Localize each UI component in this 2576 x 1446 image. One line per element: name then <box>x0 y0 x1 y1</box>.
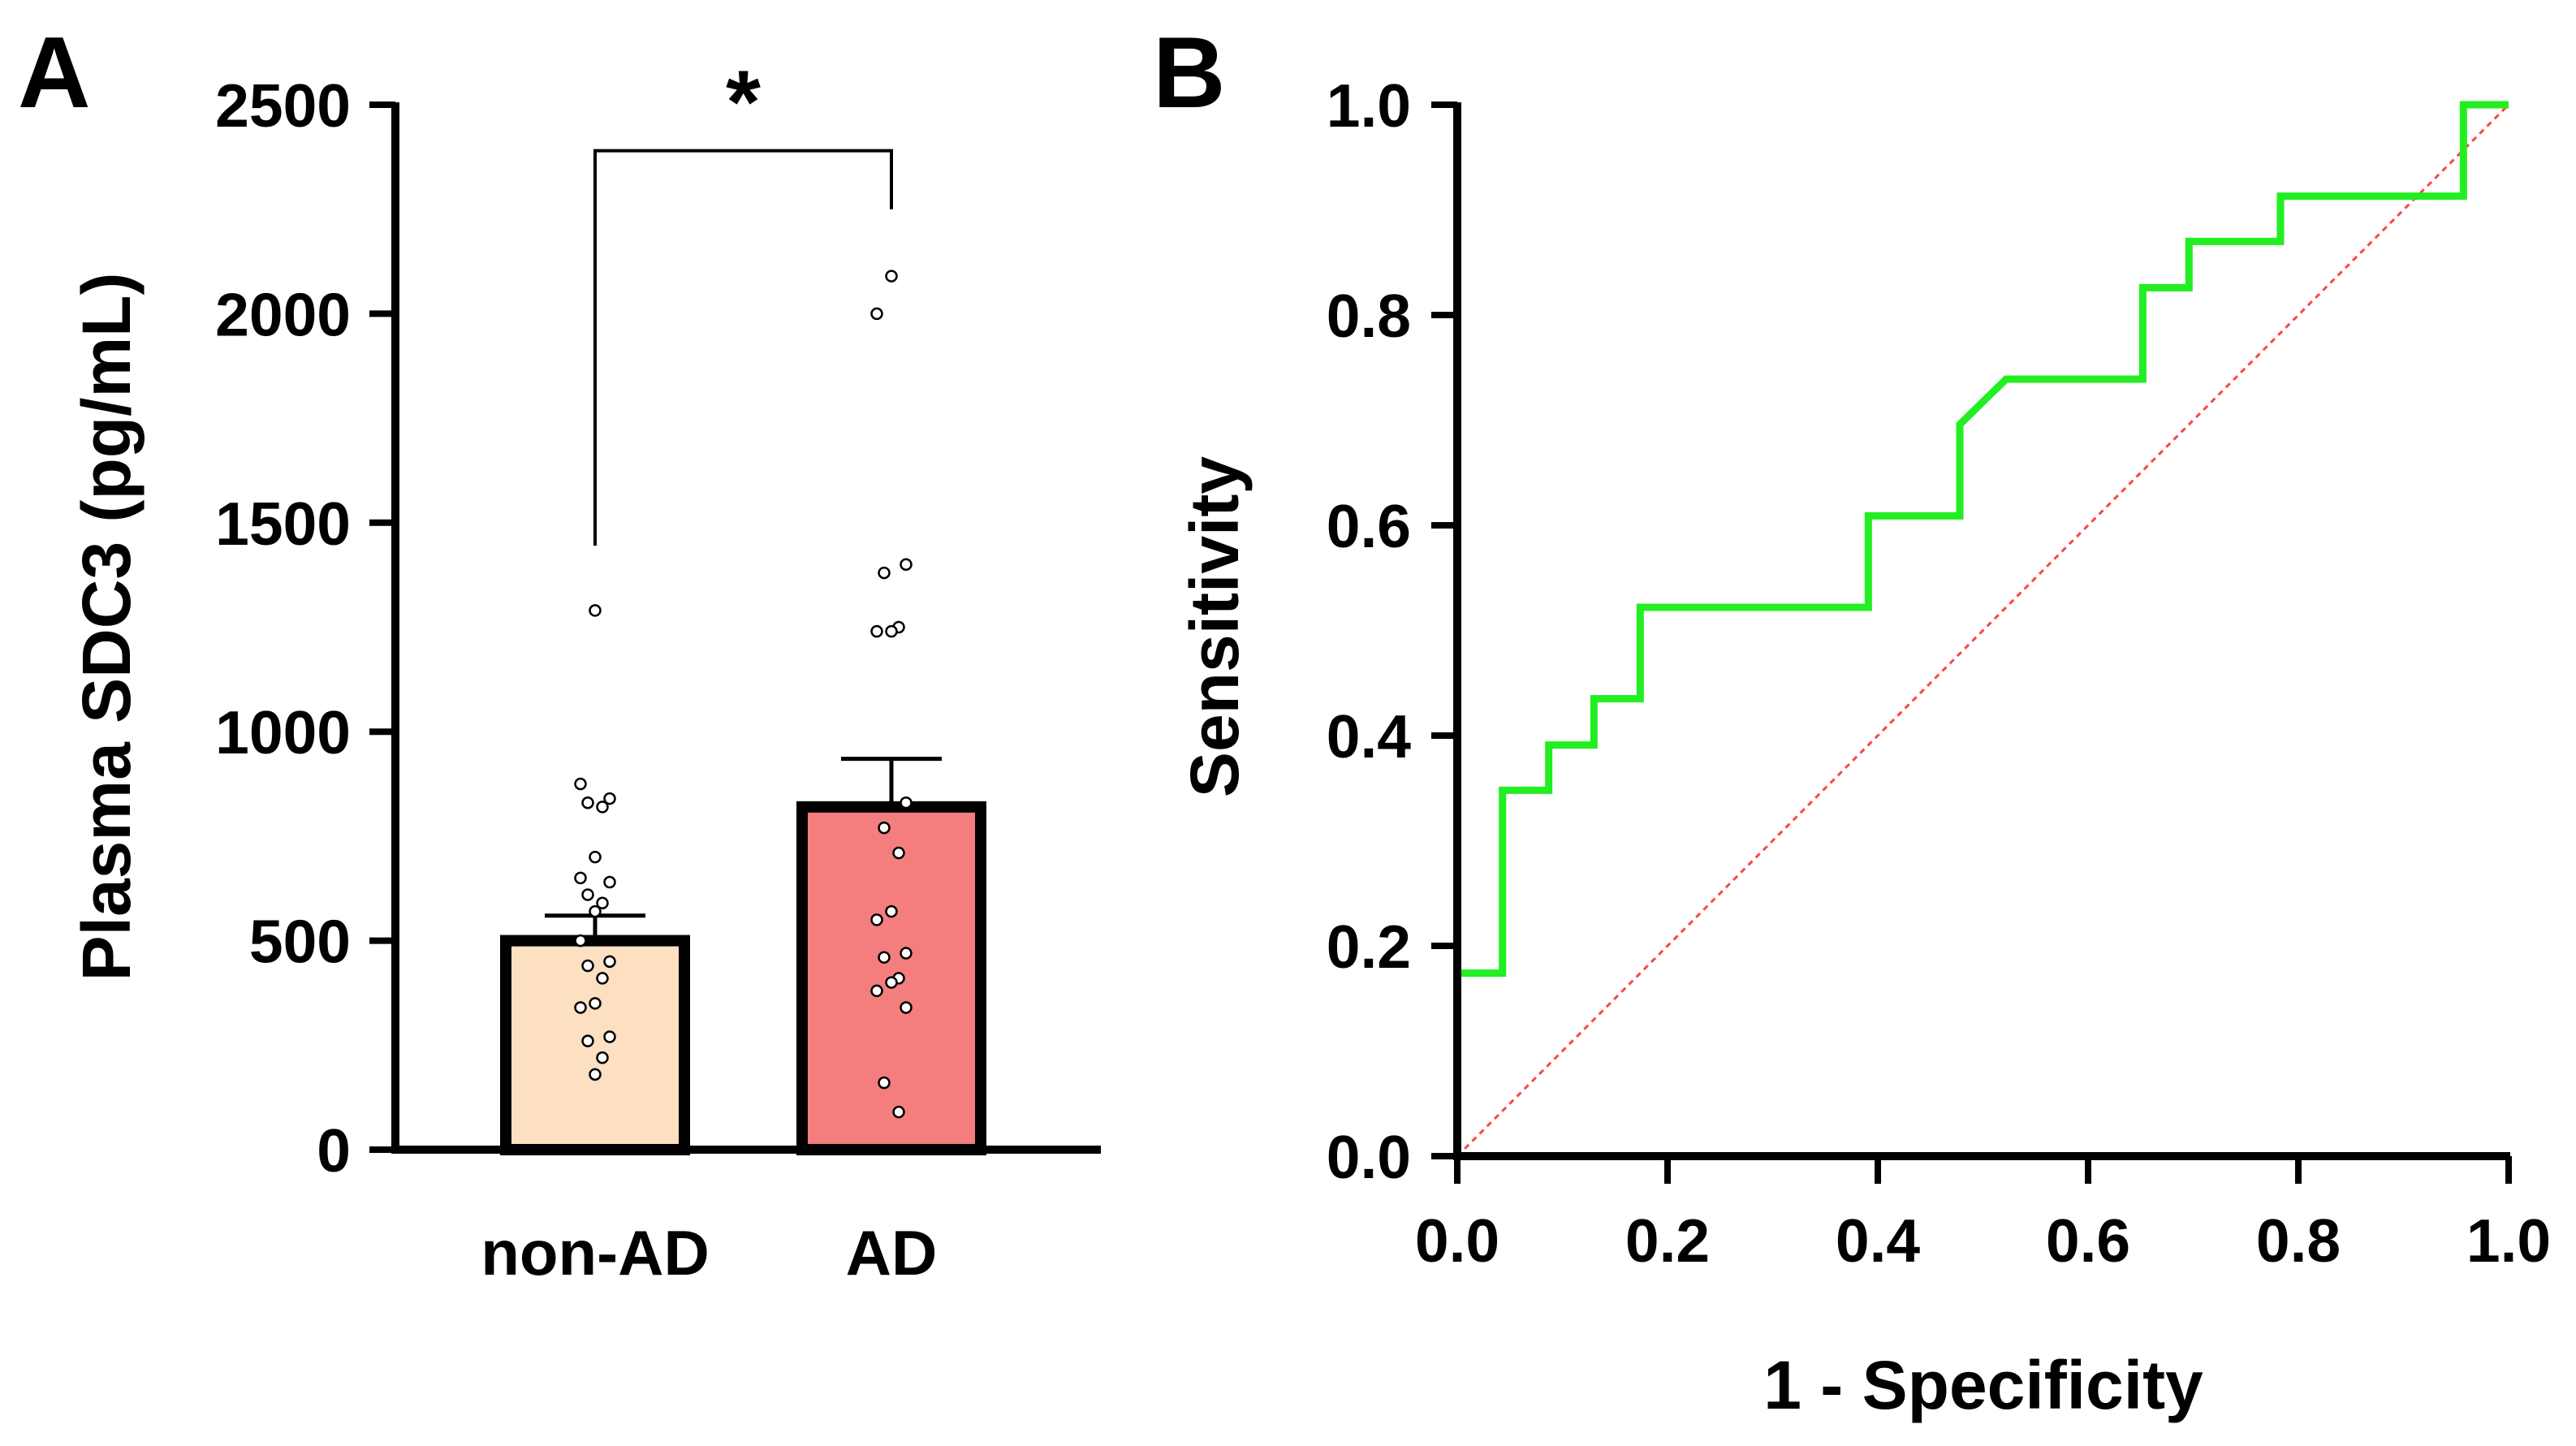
bracket-line <box>593 149 893 546</box>
data-point <box>878 951 891 964</box>
y-tick-label: 0 <box>317 1116 351 1185</box>
data-point <box>596 1051 609 1064</box>
panel-letter-a: A <box>18 17 91 129</box>
axes <box>391 102 1101 1154</box>
y-tick-label: 0.6 <box>1327 492 1411 560</box>
data-point <box>870 307 883 321</box>
y-tick-label: 0.2 <box>1327 913 1411 981</box>
y-axis-title: Plasma SDC3 (pg/mL) <box>68 273 145 982</box>
data-point <box>900 947 913 960</box>
data-point <box>589 1068 602 1081</box>
bar-non-ad <box>500 935 690 1155</box>
x-tick-label: 0.8 <box>2256 1206 2341 1275</box>
reference-line <box>1456 103 2510 1158</box>
x-tick-label: 0.2 <box>1625 1206 1710 1275</box>
category-label-ad: AD <box>846 1217 938 1288</box>
data-point <box>878 566 891 580</box>
data-point <box>589 604 602 617</box>
y-tick-label: 0.4 <box>1327 702 1412 770</box>
y-tick-label: 0.0 <box>1327 1123 1411 1191</box>
data-point <box>574 1001 587 1014</box>
panel-b-roc-chart: B 0.0 0.2 0.4 0.6 0.8 1.0 0.00.20.40.60.81.0 … <box>1153 17 2551 1423</box>
data-point <box>596 972 609 985</box>
data-point <box>603 875 616 889</box>
y-ticks: 0 500 1000 1500 2000 2500 <box>215 71 395 1185</box>
data-point <box>892 1105 905 1119</box>
data-point <box>581 1034 594 1047</box>
axes <box>1453 102 2510 1160</box>
bar-group <box>500 801 986 1155</box>
y-tick-label: 1500 <box>215 490 351 558</box>
data-point <box>603 955 616 969</box>
data-point <box>589 997 602 1010</box>
roc-curve <box>1453 101 2509 1156</box>
data-point <box>870 913 883 926</box>
data-point <box>581 959 594 973</box>
data-point <box>878 1076 891 1090</box>
y-tick-label: 1000 <box>215 698 351 766</box>
x-tick-label: 0.0 <box>1415 1206 1499 1275</box>
y-tick-label: 0.8 <box>1327 282 1411 350</box>
y-axis-title: Sensitivity <box>1176 456 1253 797</box>
x-axis-title: 1 - Specificity <box>1763 1347 2203 1423</box>
data-point <box>603 1030 616 1043</box>
series-group <box>1453 101 2510 1158</box>
data-point <box>885 624 898 638</box>
data-point <box>581 796 594 809</box>
data-point <box>885 270 898 283</box>
data-point <box>870 984 883 998</box>
data-point <box>581 888 594 901</box>
data-point <box>596 896 609 910</box>
data-point <box>603 792 616 805</box>
data-point <box>885 904 898 918</box>
data-point <box>574 934 587 947</box>
data-point <box>892 846 905 860</box>
y-tick-label: 1.0 <box>1327 71 1411 140</box>
data-point <box>589 904 602 918</box>
panel-letter-b: B <box>1153 17 1226 129</box>
data-point <box>900 558 913 572</box>
y-tick-label: 2000 <box>215 280 351 348</box>
y-tick-label: 2500 <box>215 71 351 140</box>
x-tick-label: 1.0 <box>2466 1206 2551 1275</box>
panel-a-bar-chart: A 0 500 1000 1500 2000 2500 * non-AD AD Plasm… <box>18 17 1101 1288</box>
x-tick-label: 0.4 <box>1836 1206 1921 1275</box>
data-point <box>574 777 587 791</box>
significance-star: * <box>726 53 761 153</box>
data-point <box>885 976 898 989</box>
data-points <box>574 270 913 1119</box>
data-point <box>900 1001 913 1014</box>
y-tick-label: 500 <box>249 908 351 976</box>
data-point <box>574 871 587 885</box>
y-ticks: 0.0 0.2 0.4 0.6 0.8 1.0 <box>1327 71 1457 1191</box>
category-label-non-ad: non-AD <box>481 1217 710 1288</box>
x-tick-label: 0.6 <box>2046 1206 2130 1275</box>
data-point <box>589 850 602 864</box>
data-point <box>878 821 891 835</box>
x-ticks: 0.0 0.2 0.4 0.6 0.8 1.0 <box>1415 1156 2551 1275</box>
data-point <box>870 624 883 638</box>
significance-bracket: * <box>593 53 893 546</box>
data-point <box>900 796 913 809</box>
data-point <box>596 801 609 814</box>
